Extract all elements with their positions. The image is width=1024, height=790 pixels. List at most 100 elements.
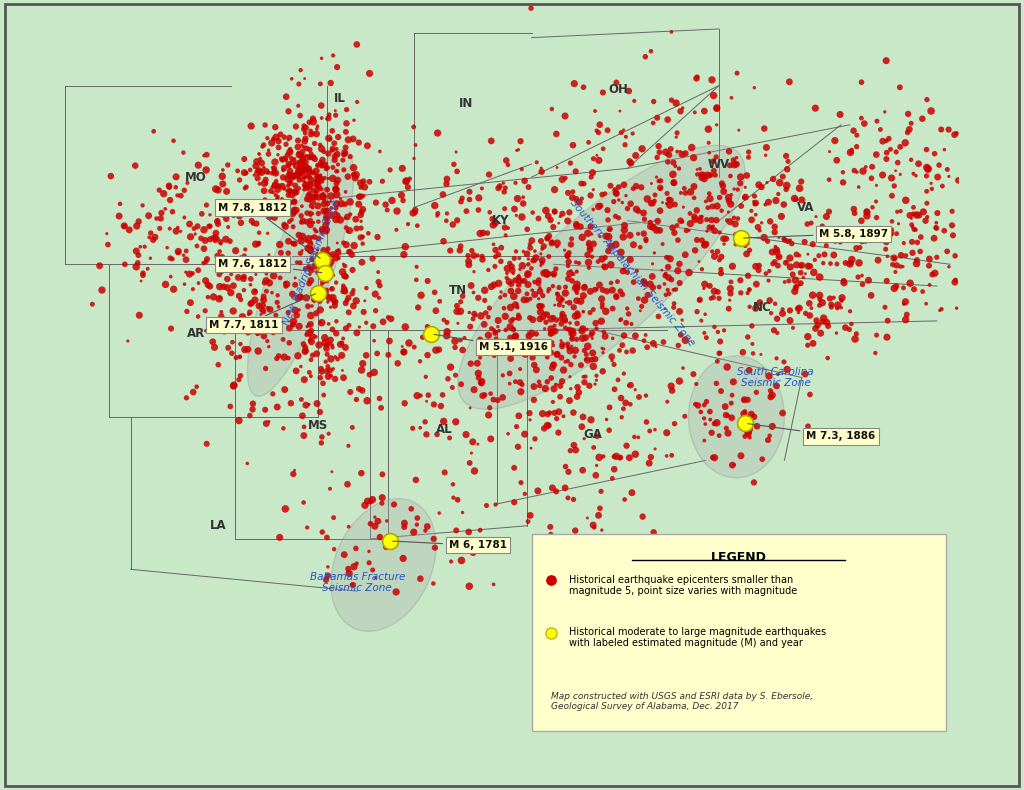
Point <box>287 201 303 214</box>
Point <box>315 198 332 210</box>
Point <box>737 430 754 442</box>
Point <box>240 343 256 356</box>
Point <box>713 263 729 276</box>
Point <box>301 165 317 178</box>
Point <box>485 324 502 337</box>
Point <box>612 314 629 326</box>
Point <box>140 209 157 222</box>
Point <box>702 292 719 305</box>
Point <box>914 285 931 298</box>
Point <box>820 320 837 333</box>
Point <box>519 288 536 300</box>
Point <box>354 384 371 397</box>
Point <box>490 277 507 290</box>
Point <box>472 352 488 364</box>
Point <box>592 230 608 243</box>
Point <box>466 383 482 396</box>
Point <box>211 292 227 305</box>
Point <box>802 388 818 401</box>
Point <box>473 377 489 389</box>
Point <box>596 325 612 338</box>
Point <box>257 404 273 416</box>
Point <box>290 100 306 112</box>
Point <box>907 169 924 182</box>
Point <box>557 482 573 495</box>
Point <box>681 266 697 279</box>
Point <box>84 298 100 310</box>
Point <box>426 286 442 299</box>
Point <box>322 292 338 304</box>
Point <box>727 228 743 241</box>
Point <box>220 341 237 354</box>
Point <box>269 296 286 309</box>
Point <box>190 276 207 289</box>
Point <box>337 341 353 354</box>
Point <box>303 325 319 337</box>
Point <box>581 379 597 392</box>
Point <box>874 135 891 148</box>
Point <box>415 331 431 344</box>
Point <box>265 133 282 145</box>
Point <box>606 358 623 371</box>
Point <box>879 146 895 159</box>
Point <box>665 221 681 234</box>
Point <box>850 271 866 284</box>
Point <box>811 299 827 312</box>
Point <box>853 112 869 125</box>
Point <box>507 274 523 287</box>
Point <box>355 175 372 188</box>
Point <box>250 166 266 179</box>
Point <box>259 335 275 348</box>
Point <box>553 295 569 308</box>
Point <box>582 241 598 254</box>
Point <box>701 280 718 292</box>
Point <box>545 358 561 371</box>
Point <box>305 151 322 164</box>
Point <box>272 128 289 141</box>
Point <box>217 233 233 246</box>
Point <box>805 238 821 250</box>
Point <box>325 172 341 185</box>
Point <box>213 306 229 318</box>
Point <box>261 276 278 289</box>
Point <box>310 216 327 228</box>
Point <box>698 331 715 344</box>
Point <box>664 273 680 286</box>
Point <box>300 190 316 202</box>
Point <box>589 149 605 162</box>
Point <box>272 194 289 206</box>
Point <box>762 294 778 307</box>
Point <box>264 202 281 215</box>
Point <box>219 159 236 171</box>
Point <box>660 149 677 161</box>
Point <box>201 220 217 232</box>
Point <box>675 362 691 374</box>
Point <box>287 278 303 291</box>
Point <box>131 309 147 322</box>
Point <box>895 281 911 294</box>
Point <box>589 459 605 472</box>
Point <box>318 255 335 268</box>
Point <box>543 322 559 335</box>
Point <box>289 204 305 216</box>
Point <box>548 485 564 498</box>
Point <box>843 318 859 330</box>
Text: IN: IN <box>459 96 473 110</box>
Point <box>637 277 653 290</box>
Point <box>688 204 705 216</box>
Point <box>291 229 307 242</box>
Point <box>288 364 304 377</box>
Point <box>297 179 313 191</box>
Point <box>487 216 504 229</box>
Point <box>291 149 307 161</box>
Point <box>257 258 273 271</box>
Point <box>784 322 801 334</box>
Point <box>531 300 548 313</box>
Point <box>670 234 686 246</box>
Point <box>581 261 597 274</box>
Point <box>636 228 652 240</box>
Point <box>604 303 621 315</box>
Point <box>367 520 383 532</box>
Point <box>598 230 614 243</box>
Point <box>245 397 261 410</box>
